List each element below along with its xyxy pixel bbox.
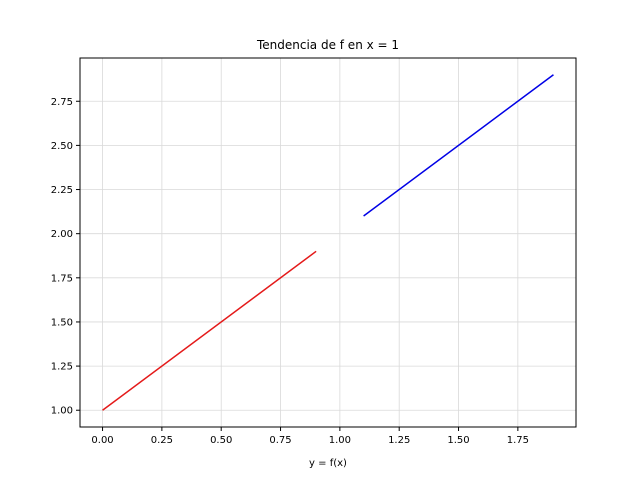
x-axis-label: y = f(x) <box>309 458 347 469</box>
y-tick-label: 1.75 <box>51 273 73 284</box>
y-axis: 1.00 1.25 1.50 1.75 2.00 2.25 2.50 2.75 <box>51 97 80 417</box>
x-axis: 0.00 0.25 0.50 0.75 1.00 1.25 1.50 1.75 <box>91 427 529 446</box>
y-tick-label: 1.00 <box>51 406 73 417</box>
plot-frame <box>79 57 577 428</box>
x-tick-label: 0.00 <box>91 435 113 446</box>
x-tick-label: 1.50 <box>447 435 469 446</box>
y-tick-label: 2.50 <box>51 141 73 152</box>
y-tick-label: 2.25 <box>51 185 73 196</box>
y-tick-label: 1.25 <box>51 362 73 373</box>
x-tick-label: 0.75 <box>269 435 291 446</box>
x-tick-label: 1.00 <box>329 435 351 446</box>
x-tick-label: 0.25 <box>151 435 173 446</box>
x-tick-label: 0.50 <box>210 435 232 446</box>
grid <box>80 58 576 427</box>
x-tick-label: 1.25 <box>388 435 410 446</box>
y-tick-label: 1.50 <box>51 317 73 328</box>
x-tick-label: 1.75 <box>507 435 529 446</box>
series-layer <box>102 74 554 411</box>
y-tick-label: 2.75 <box>51 97 73 108</box>
series-line-2 <box>363 74 554 217</box>
series-line-1 <box>102 250 317 411</box>
chart-title: Tendencia de f en x = 1 <box>256 38 399 52</box>
y-tick-label: 2.00 <box>51 229 73 240</box>
